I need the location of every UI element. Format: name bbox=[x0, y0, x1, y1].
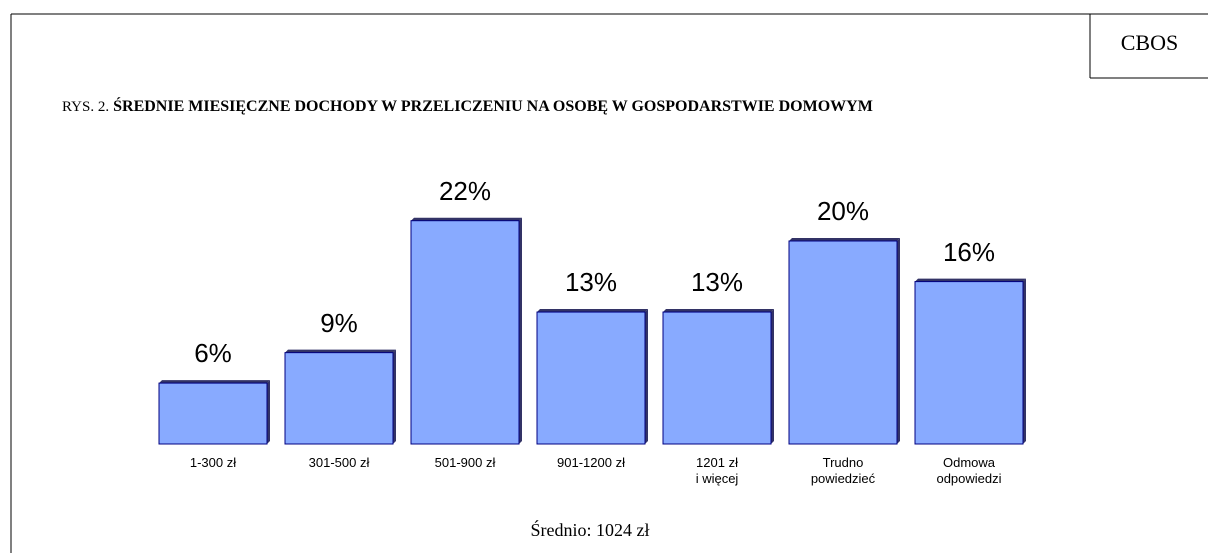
bar-top bbox=[789, 238, 900, 241]
x-tick-label: 1201 zł i więcej bbox=[695, 455, 739, 486]
value-label: 20% bbox=[816, 196, 870, 226]
x-tick-label: Trudno powiedzieć bbox=[810, 455, 876, 486]
bar-side bbox=[393, 349, 396, 444]
x-tick-label: 301-500 zł bbox=[308, 455, 370, 470]
value-label: 9% bbox=[320, 307, 358, 338]
bar bbox=[662, 311, 772, 445]
value-label: 16% bbox=[942, 236, 996, 267]
bar-top bbox=[159, 380, 270, 384]
x-tick-label: 1-300 zł bbox=[189, 455, 237, 470]
bar bbox=[410, 220, 520, 445]
bar-side bbox=[1023, 278, 1026, 444]
source: CBOS bbox=[1120, 30, 1179, 55]
x-tick-label: 501-900 zł bbox=[434, 455, 496, 470]
chart-title-block: RYS. 2. ŚREDNIE MIESIĘCZNE DOCHODY W PRZ… bbox=[62, 92, 1167, 122]
value-label: 13% bbox=[690, 267, 744, 298]
bar-side bbox=[645, 309, 648, 444]
chart-title: ŚREDNIE MIESIĘCZNE DOCHODY W PRZELICZENI… bbox=[113, 98, 873, 115]
bar-top bbox=[915, 278, 1026, 282]
bar-side bbox=[519, 217, 522, 444]
footer: Średnio: 1024 zł bbox=[530, 520, 650, 540]
x-tick-label: Odmowa odpowiedzi bbox=[936, 455, 1002, 486]
x-tick-label: 901-1200 zł bbox=[557, 455, 625, 470]
bar bbox=[788, 240, 898, 445]
bar-side bbox=[267, 380, 270, 444]
bar-top bbox=[285, 349, 396, 353]
value-label: 13% bbox=[564, 267, 618, 298]
value-label: 6% bbox=[194, 338, 232, 369]
bar-top bbox=[411, 217, 522, 221]
bar-top bbox=[537, 309, 648, 313]
bar bbox=[158, 382, 268, 445]
bar bbox=[536, 311, 646, 445]
bar-top bbox=[663, 309, 774, 313]
bar-side bbox=[897, 238, 900, 444]
bar-side bbox=[771, 309, 774, 444]
value-label: 22% bbox=[438, 175, 492, 206]
figure-label: RYS. 2. bbox=[62, 99, 110, 115]
bar bbox=[914, 281, 1024, 445]
bar bbox=[284, 352, 394, 445]
